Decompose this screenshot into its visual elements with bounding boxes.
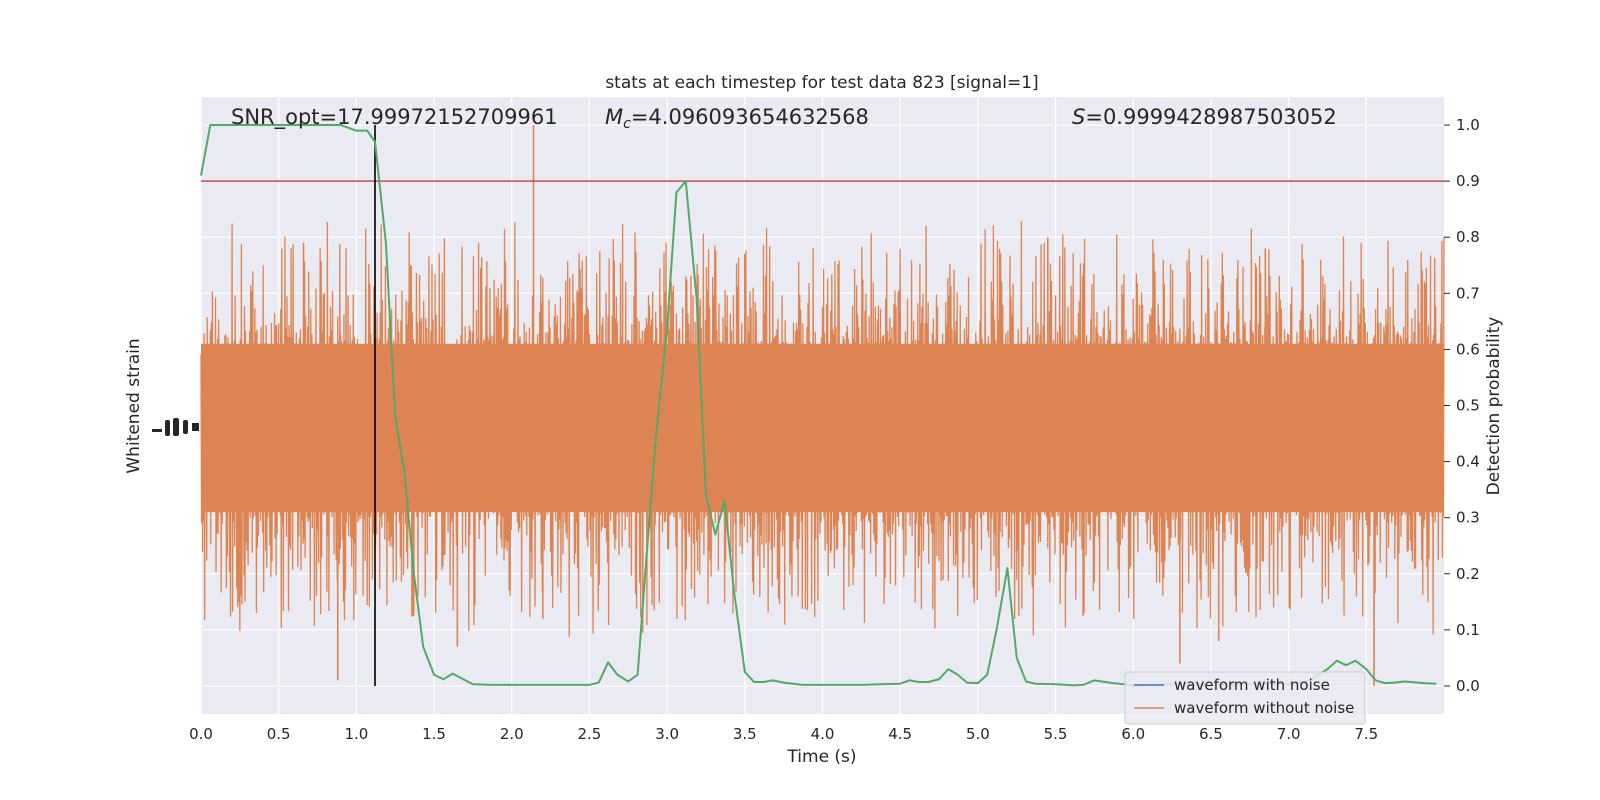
right-tick-label: 0.1 xyxy=(1456,621,1480,639)
x-tick-label: 5.0 xyxy=(966,725,990,743)
waveform-without-noise-line xyxy=(200,221,1445,637)
left-tick-mark xyxy=(152,429,162,432)
legend-label-without-noise: waveform without noise xyxy=(1174,699,1354,717)
x-tick-label: 7.5 xyxy=(1354,725,1378,743)
x-tick-label: 4.5 xyxy=(888,725,912,743)
chirp-mass-annotation: Mc=4.096093654632568 xyxy=(605,105,869,132)
left-axis-label: Whitened strain xyxy=(124,338,144,473)
waveform-without-noise-core xyxy=(201,343,1444,513)
left-tick-mark xyxy=(165,420,170,436)
x-tick-label: 3.5 xyxy=(733,725,757,743)
waveform-without-noise-band xyxy=(200,125,1445,686)
x-tick-label: 6.0 xyxy=(1121,725,1145,743)
x-tick-label: 0.0 xyxy=(189,725,213,743)
legend-box xyxy=(1124,671,1366,725)
x-tick-label: 6.5 xyxy=(1199,725,1223,743)
x-tick-label: 7.0 xyxy=(1277,725,1301,743)
x-tick-label: 2.0 xyxy=(500,725,524,743)
x-axis-ticks: 0.0 0.5 1.0 1.5 2.0 2.5 3.0 3.5 4.0 4.5 5.0 5.5 6.0 6… xyxy=(189,725,1378,743)
right-axis-label: Detection probability xyxy=(1484,317,1504,496)
x-tick-label: 3.0 xyxy=(655,725,679,743)
right-tick-label: 0.9 xyxy=(1456,172,1480,190)
right-tick-label: 0.3 xyxy=(1456,509,1480,527)
legend: waveform with noise waveform without noi… xyxy=(1124,671,1366,725)
left-tick-mark xyxy=(183,420,188,434)
x-tick-label: 5.5 xyxy=(1044,725,1068,743)
right-tick-label: 1.0 xyxy=(1456,116,1480,134)
legend-label-with-noise: waveform with noise xyxy=(1174,676,1330,694)
left-axis-collapsed-ticks xyxy=(152,418,199,436)
snr-annotation: SNR_opt=17.99972152709961 xyxy=(231,105,558,130)
right-tick-label: 0.5 xyxy=(1456,397,1480,415)
right-tick-label: 0.6 xyxy=(1456,340,1480,358)
right-tick-label: 0.0 xyxy=(1456,677,1480,695)
x-axis-label: Time (s) xyxy=(786,747,856,767)
right-tick-label: 0.7 xyxy=(1456,284,1480,302)
x-tick-label: 0.5 xyxy=(267,725,291,743)
right-tick-label: 0.8 xyxy=(1456,228,1480,246)
chart-title: stats at each timestep for test data 823… xyxy=(605,73,1038,93)
left-tick-mark xyxy=(192,423,199,431)
left-tick-mark xyxy=(173,418,179,436)
x-tick-label: 4.0 xyxy=(811,725,835,743)
right-axis-ticks: 0.0 0.1 0.2 0.3 0.4 0.5 0.6 0.7 0.8 0.9 1.0 xyxy=(1444,116,1480,695)
x-tick-label: 2.5 xyxy=(578,725,602,743)
x-tick-label: 1.0 xyxy=(344,725,368,743)
right-tick-label: 0.2 xyxy=(1456,565,1480,583)
score-annotation: S=0.9999428987503052 xyxy=(1072,105,1337,129)
x-tick-label: 1.5 xyxy=(422,725,446,743)
right-tick-label: 0.4 xyxy=(1456,453,1480,471)
